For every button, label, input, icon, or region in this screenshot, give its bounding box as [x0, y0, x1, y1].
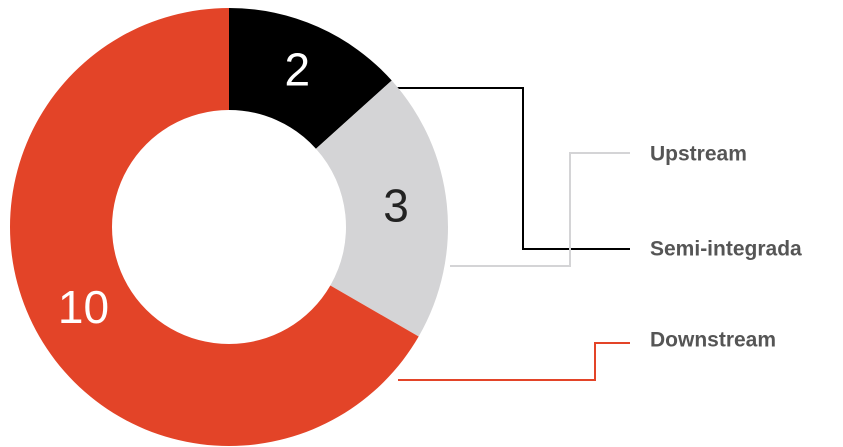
- leader-line: [450, 152, 630, 267]
- value-label: 3: [383, 180, 409, 232]
- value-label: 10: [58, 281, 109, 333]
- slice: [229, 8, 392, 149]
- leader-line: [398, 342, 630, 381]
- value-label: 2: [285, 44, 311, 96]
- slice: [9, 8, 419, 446]
- legend-label: Downstream: [650, 329, 776, 352]
- legend-label: Semi-integrada: [650, 238, 802, 261]
- slice: [315, 80, 448, 337]
- legend-label: Upstream: [650, 143, 747, 166]
- leader-line: [388, 87, 630, 250]
